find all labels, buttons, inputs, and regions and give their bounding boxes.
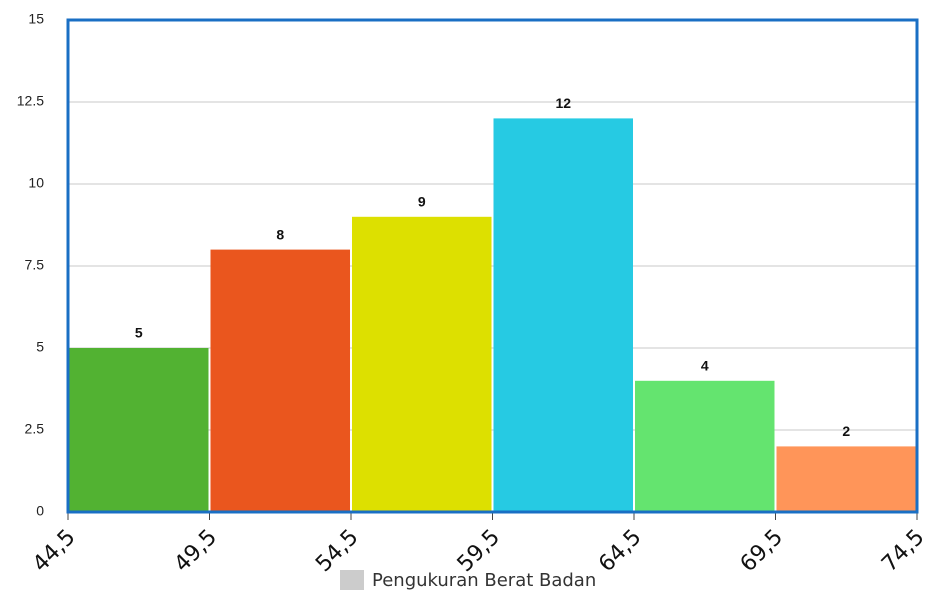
plot-border <box>66 18 919 514</box>
legend-label: Pengukuran Berat Badan <box>372 570 596 591</box>
data-label: 12 <box>555 95 571 111</box>
bar <box>635 380 775 512</box>
bar <box>210 249 350 512</box>
legend-swatch <box>340 570 364 590</box>
bar <box>352 216 492 513</box>
x-tick-label: 44,5 <box>28 525 80 577</box>
bar <box>776 446 916 512</box>
data-label: 5 <box>135 325 143 341</box>
y-tick-label: 15 <box>28 11 44 27</box>
x-tick-label: 54,5 <box>311 525 363 577</box>
bar <box>493 118 633 513</box>
y-tick-label: 5 <box>36 339 44 355</box>
x-tick-label: 64,5 <box>594 525 646 577</box>
x-tick-label: 74,5 <box>877 525 929 577</box>
y-tick-label: 7.5 <box>25 257 45 273</box>
data-label: 8 <box>276 226 284 242</box>
y-tick-label: 12.5 <box>17 93 44 109</box>
y-tick-label: 0 <box>36 503 44 519</box>
data-label: 4 <box>701 358 709 374</box>
y-tick-label: 2.5 <box>25 421 45 437</box>
x-tick-label: 69,5 <box>736 525 788 577</box>
y-tick-label: 10 <box>28 175 44 191</box>
data-label: 9 <box>418 194 426 210</box>
bar <box>69 348 209 512</box>
x-tick-label: 49,5 <box>170 525 222 577</box>
data-label: 2 <box>842 423 850 439</box>
